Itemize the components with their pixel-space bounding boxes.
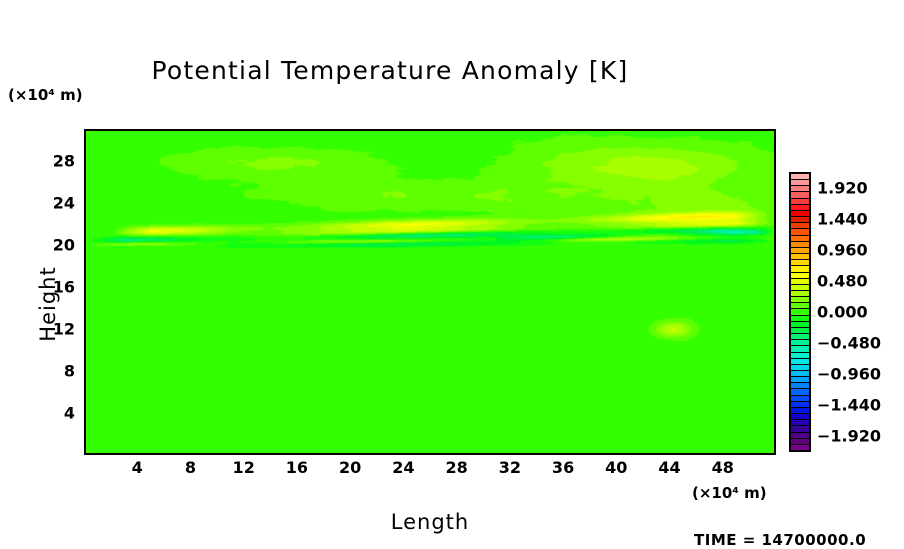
colorbar-band	[791, 327, 809, 335]
colorbar-band	[791, 174, 809, 181]
colorbar-band	[791, 438, 809, 445]
colorbar-band	[791, 321, 809, 328]
colorbar-band	[791, 315, 809, 322]
colorbar-band	[791, 414, 809, 421]
y-axis-tick-label: 24	[52, 193, 75, 213]
colorbar-tick-label: −0.960	[817, 364, 882, 384]
y-axis-unit-label: (×10⁴ m)	[8, 86, 83, 104]
colorbar-band	[791, 198, 809, 205]
colorbar-band	[791, 241, 809, 248]
colorbar-band	[791, 432, 809, 439]
x-axis-tick-label: 32	[498, 458, 521, 477]
x-axis-tick-label: 36	[551, 458, 575, 477]
x-axis-tick-label: 28	[445, 458, 468, 477]
y-axis-tick-label: 16	[52, 277, 75, 297]
colorbar-band	[791, 297, 809, 304]
colorbar-tick-label: −0.480	[817, 333, 882, 353]
colorbar-band	[791, 217, 809, 224]
y-axis-tick-label: 4	[63, 403, 75, 423]
colorbar-band	[791, 340, 809, 347]
colorbar-band	[791, 186, 809, 193]
x-axis-tick-label: 12	[232, 458, 255, 477]
y-axis-tick-label: 12	[52, 319, 75, 339]
y-axis-tick-label: 20	[52, 235, 75, 255]
colorbar-band	[791, 247, 809, 255]
colorbar-tick-label: −1.440	[817, 395, 882, 415]
colorbar-band	[791, 377, 809, 384]
x-axis-title: Length	[390, 510, 470, 534]
colorbar-band	[791, 352, 809, 359]
colorbar-band	[791, 266, 809, 273]
colorbar-tick-label: −1.920	[817, 426, 882, 446]
colorbar-band	[791, 223, 809, 230]
x-axis-tick-label: 24	[392, 458, 415, 477]
colorbar-band	[791, 383, 809, 390]
y-axis-tick-label: 8	[63, 361, 75, 381]
x-axis-tick-label: 16	[285, 458, 309, 477]
x-axis-tick-label: 20	[339, 458, 362, 477]
colorbar-band	[791, 180, 809, 187]
colorbar-band	[791, 346, 809, 353]
colorbar-band	[791, 290, 809, 298]
x-axis-tick-label: 8	[184, 458, 197, 477]
y-axis-tick-label: 28	[52, 151, 75, 171]
colorbar-tick-label: 0.480	[817, 271, 868, 291]
colorbar-band	[791, 254, 809, 261]
colorbar-band	[791, 444, 809, 451]
colorbar-band	[791, 210, 809, 218]
colorbar-band	[791, 334, 809, 341]
colorbar	[789, 172, 811, 452]
x-axis-tick-label: 40	[605, 458, 628, 477]
colorbar-band	[791, 364, 809, 371]
colorbar-band	[791, 303, 809, 310]
x-axis-tick-label: 48	[711, 458, 734, 477]
colorbar-tick-label: 0.960	[817, 240, 868, 260]
colorbar-band	[791, 401, 809, 408]
colorbar-tick-label: 1.440	[817, 209, 868, 229]
colorbar-band	[791, 284, 809, 291]
colorbar-band	[791, 395, 809, 402]
colorbar-band	[791, 229, 809, 236]
page-title: Potential Temperature Anomaly [K]	[151, 56, 629, 85]
x-axis-tick-label: 44	[658, 458, 681, 477]
colorbar-band	[791, 278, 809, 285]
y-axis-title: Height	[36, 266, 60, 342]
colorbar-tick-label: 1.920	[817, 178, 868, 198]
x-axis-unit-label: (×10⁴ m)	[692, 484, 767, 502]
colorbar-band	[791, 420, 809, 427]
x-axis-tick-label: 4	[131, 458, 143, 477]
colorbar-band	[791, 260, 809, 267]
colorbar-band	[791, 192, 809, 199]
colorbar-band	[791, 204, 809, 211]
colorbar-band	[791, 371, 809, 378]
colorbar-band	[791, 358, 809, 365]
colorbar-band	[791, 272, 809, 279]
colorbar-band	[791, 407, 809, 415]
time-stamp: TIME = 14700000.0	[694, 531, 867, 549]
plot-area	[84, 129, 776, 455]
heatmap-canvas	[86, 131, 774, 453]
colorbar-band	[791, 426, 809, 433]
colorbar-tick-label: 0.000	[817, 302, 868, 322]
colorbar-band	[791, 235, 809, 242]
colorbar-band	[791, 389, 809, 396]
colorbar-band	[791, 309, 809, 316]
